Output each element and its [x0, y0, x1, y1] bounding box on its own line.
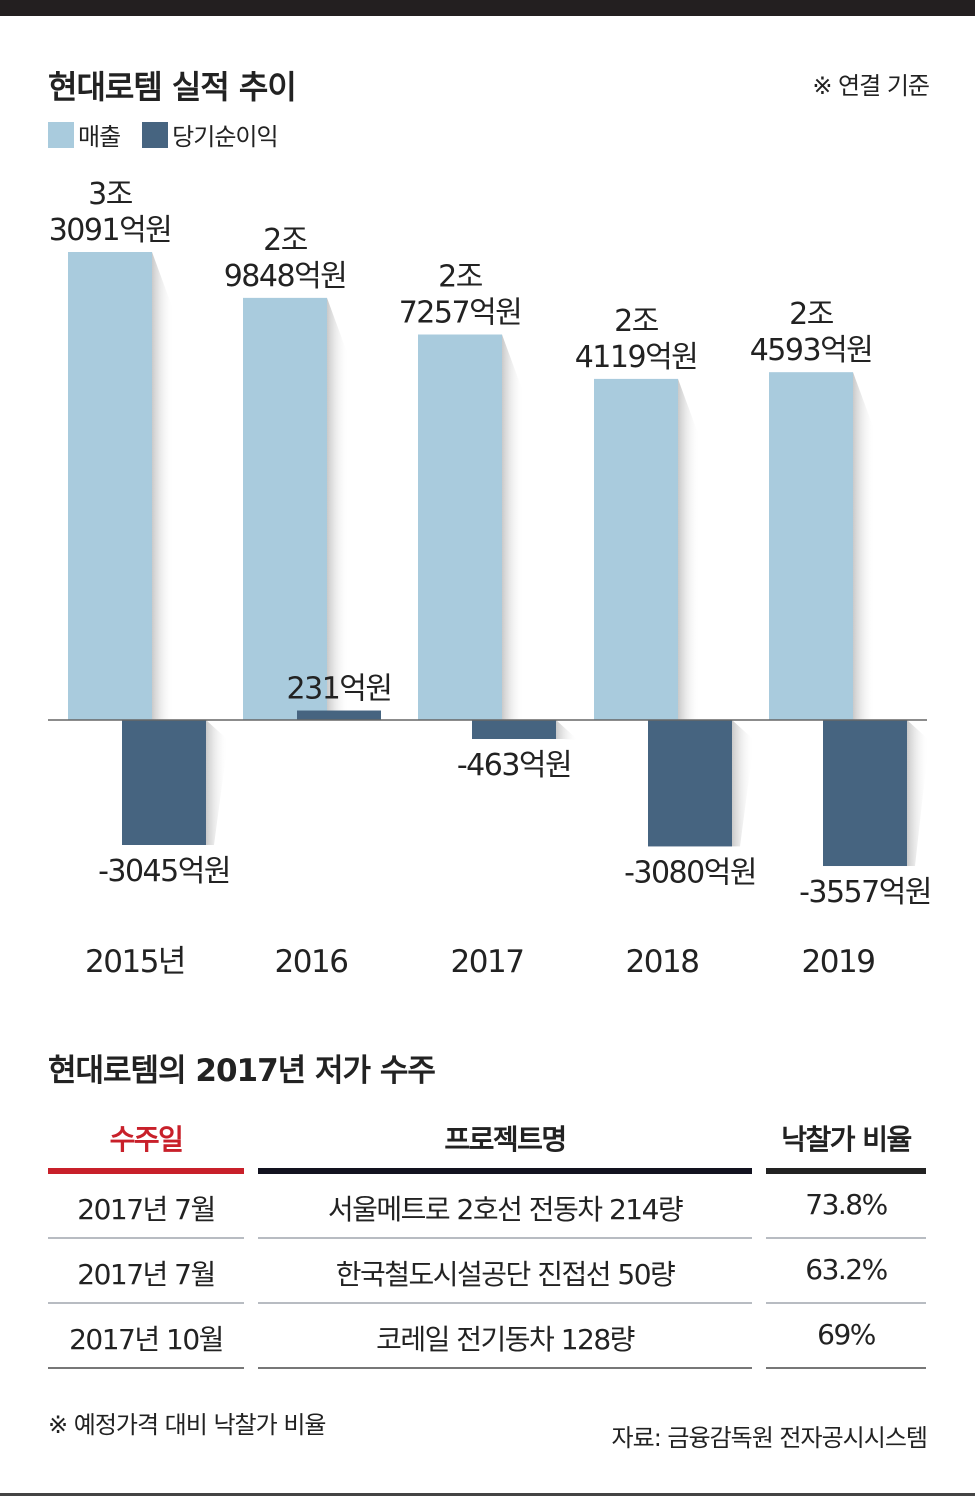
row-divider — [48, 1237, 244, 1239]
table-cell: 63.2% — [805, 1253, 888, 1286]
bar-shadow — [732, 720, 754, 847]
bottom-bar — [0, 1493, 975, 1496]
legend-swatch-revenue — [48, 121, 74, 148]
table-cell: 서울메트로 2호선 전동차 214량 — [327, 1193, 684, 1226]
revenue-label: 2조 — [789, 297, 834, 332]
revenue-label: 3조 — [88, 177, 133, 212]
chart-note: ※ 연결 기준 — [812, 72, 930, 100]
header-date: 수주일 — [109, 1123, 184, 1156]
row-divider — [766, 1302, 926, 1304]
net-income-label: 231억원 — [287, 672, 392, 707]
header-rule — [766, 1168, 926, 1174]
bar-shadow — [556, 720, 578, 740]
bar-shadow — [327, 297, 349, 720]
table-cell: 한국철도시설공단 진접선 50량 — [335, 1258, 676, 1291]
revenue-bar — [769, 372, 853, 720]
bar-shadow — [907, 720, 929, 867]
row-divider — [258, 1302, 752, 1304]
table-title: 현대로템의 2017년 저가 수주 — [48, 1053, 436, 1089]
bar-shadow — [853, 372, 875, 720]
row-divider — [766, 1367, 926, 1369]
legend: 매출 당기순이익 — [48, 117, 300, 152]
net-income-label: -3045억원 — [98, 854, 230, 889]
bar-shadow — [152, 252, 174, 720]
table-cell: 2017년 10월 — [69, 1323, 224, 1356]
year-tick-label: 2015년 — [85, 944, 185, 980]
bar-chart: 3조3091억원-3045억원2015년2조9848억원231억원20162조7… — [48, 177, 932, 980]
legend-swatch-net-income — [142, 121, 169, 148]
table-cell: 69% — [817, 1318, 876, 1351]
revenue-label: 2조 — [614, 304, 659, 339]
year-tick-label: 2017 — [451, 944, 524, 980]
table-cell: 2017년 7월 — [77, 1193, 216, 1226]
bar-shadow — [206, 720, 228, 845]
year-tick-label: 2018 — [626, 944, 699, 980]
table-cell: 73.8% — [805, 1188, 888, 1221]
net-income-bar — [648, 720, 732, 847]
bar-shadow — [678, 378, 700, 720]
top-bar — [0, 0, 975, 16]
legend-item-net-income: 당기순이익 — [142, 117, 279, 152]
row-divider — [258, 1237, 752, 1239]
revenue-label: 2조 — [438, 260, 483, 295]
source: 자료: 금융감독원 전자공시시스템 — [611, 1424, 928, 1452]
net-income-bar — [297, 710, 381, 720]
chart-title: 현대로템 실적 추이 — [48, 68, 297, 106]
table-cell: 2017년 7월 — [77, 1258, 216, 1291]
revenue-bar — [594, 378, 678, 720]
legend-label: 매출 — [78, 123, 121, 151]
legend-item-revenue: 매출 — [48, 117, 121, 152]
table-cell: 코레일 전기동차 128량 — [376, 1323, 635, 1356]
header-rule — [48, 1168, 244, 1174]
row-divider — [258, 1367, 752, 1369]
revenue-label: 9848억원 — [224, 259, 347, 294]
net-income-bar — [122, 720, 206, 845]
net-income-label: -3080억원 — [624, 855, 756, 890]
revenue-bar — [68, 252, 152, 720]
net-income-label: -3557억원 — [799, 875, 931, 910]
header-project: 프로젝트명 — [444, 1123, 567, 1156]
row-divider — [48, 1302, 244, 1304]
revenue-bar — [243, 297, 327, 720]
revenue-label: 3091억원 — [49, 213, 172, 248]
net-income-label: -463억원 — [457, 748, 571, 783]
legend-label: 당기순이익 — [172, 123, 278, 151]
net-income-bar — [823, 720, 907, 867]
revenue-label: 7257억원 — [399, 296, 522, 331]
revenue-bar — [418, 334, 502, 720]
row-divider — [766, 1237, 926, 1239]
row-divider — [48, 1367, 244, 1369]
revenue-label: 2조 — [263, 223, 308, 258]
header-rule — [258, 1168, 752, 1174]
revenue-label: 4119억원 — [575, 340, 698, 375]
year-tick-label: 2019 — [802, 944, 875, 980]
header-ratio: 낙찰가 비율 — [781, 1123, 912, 1156]
bar-shadow — [502, 334, 524, 720]
revenue-label: 4593억원 — [750, 333, 873, 368]
net-income-bar — [472, 720, 556, 740]
footnote: ※ 예정가격 대비 낙찰가 비율 — [48, 1411, 327, 1439]
year-tick-label: 2016 — [275, 944, 348, 980]
